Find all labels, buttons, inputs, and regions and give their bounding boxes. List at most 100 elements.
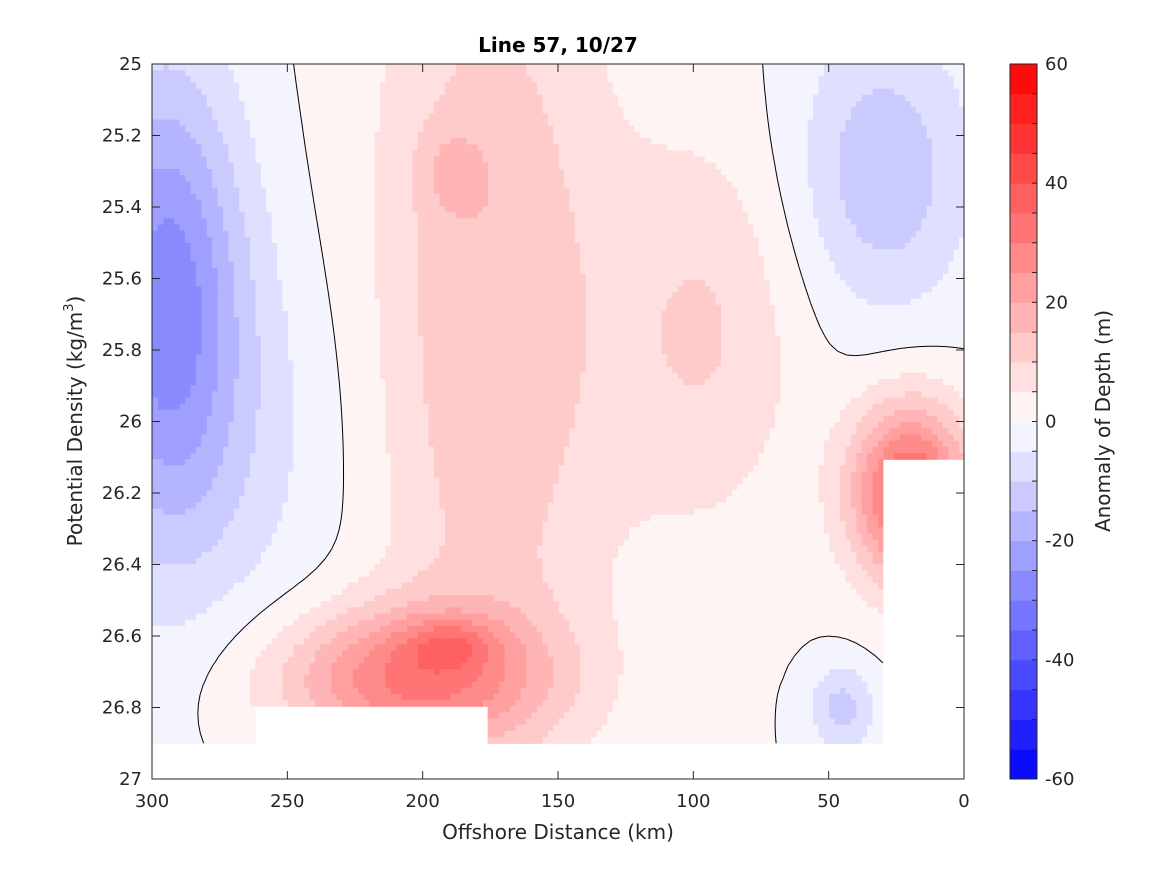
contour-cell: [547, 187, 554, 195]
contour-cell: [633, 224, 640, 232]
contour-cell: [281, 193, 288, 201]
contour-cell: [254, 181, 261, 189]
contour-cell: [173, 107, 180, 114]
contour-cell: [244, 131, 251, 139]
contour-cell: [308, 76, 315, 84]
contour-cell: [184, 212, 191, 219]
contour-cell: [493, 88, 500, 96]
contour-cell: [395, 162, 402, 170]
contour-cell: [465, 255, 472, 263]
contour-cell: [428, 193, 435, 201]
contour-cell: [790, 82, 797, 90]
contour-cell: [444, 243, 451, 250]
contour-cell: [189, 150, 196, 158]
contour-cell: [357, 261, 364, 269]
contour-cell: [617, 236, 624, 244]
contour-cell: [779, 255, 786, 263]
contour-cell: [796, 187, 803, 195]
contour-cell: [758, 199, 765, 207]
contour-cell: [211, 76, 218, 84]
contour-cell: [271, 168, 278, 176]
contour-cell: [763, 181, 770, 189]
contour-cell: [747, 144, 754, 152]
contour-cell: [390, 243, 397, 250]
contour-cell: [449, 162, 456, 170]
contour-cell: [455, 175, 462, 182]
contour-cell: [184, 187, 191, 195]
contour-cell: [357, 255, 364, 263]
contour-cell: [471, 187, 478, 195]
contour-cell: [704, 218, 711, 226]
contour-cell: [189, 168, 196, 176]
contour-cell: [720, 224, 727, 232]
contour-cell: [455, 76, 462, 84]
contour-cell: [709, 144, 716, 152]
contour-cell: [438, 255, 445, 263]
contour-cell: [438, 76, 445, 84]
contour-cell: [698, 82, 705, 90]
contour-cell: [790, 76, 797, 84]
contour-cell: [563, 236, 570, 244]
contour-cell: [882, 156, 889, 164]
contour-cell: [428, 175, 435, 182]
contour-cell: [904, 218, 911, 226]
contour-cell: [525, 101, 532, 108]
contour-cell: [460, 212, 467, 219]
contour-cell: [736, 119, 743, 127]
contour-cell: [763, 206, 770, 213]
contour-cell: [628, 138, 635, 145]
contour-cell: [411, 144, 418, 152]
contour-cell: [444, 181, 451, 189]
contour-cell: [281, 88, 288, 96]
contour-cell: [736, 212, 743, 219]
contour-cell: [346, 138, 353, 145]
contour-cell: [790, 64, 797, 71]
contour-cell: [417, 206, 424, 213]
contour-cell: [866, 212, 873, 219]
contour-cell: [834, 82, 841, 90]
contour-cell: [384, 187, 391, 195]
contour-cell: [363, 168, 370, 176]
contour-cell: [877, 193, 884, 201]
contour-cell: [265, 212, 272, 219]
contour-cell: [736, 107, 743, 114]
contour-cell: [487, 175, 494, 182]
contour-cell: [882, 199, 889, 207]
contour-cell: [206, 156, 213, 164]
contour-cell: [893, 162, 900, 170]
contour-cell: [736, 249, 743, 257]
contour-cell: [736, 76, 743, 84]
contour-cell: [861, 224, 868, 232]
contour-cell: [947, 243, 954, 250]
contour-cell: [552, 206, 559, 213]
contour-cell: [276, 94, 283, 102]
contour-cell: [677, 138, 684, 145]
contour-cell: [417, 150, 424, 158]
contour-cell: [460, 224, 467, 232]
contour-cell: [276, 181, 283, 189]
contour-cell: [644, 181, 651, 189]
contour-cell: [871, 76, 878, 84]
contour-cell: [763, 218, 770, 226]
contour-cell: [249, 107, 256, 114]
contour-cell: [363, 181, 370, 189]
contour-cell: [379, 107, 386, 114]
contour-cell: [947, 82, 954, 90]
contour-cell: [314, 249, 321, 257]
contour-cell: [639, 82, 646, 90]
contour-cell: [525, 162, 532, 170]
contour-cell: [601, 181, 608, 189]
contour-cell: [233, 76, 240, 84]
contour-cell: [471, 138, 478, 145]
contour-cell: [222, 101, 229, 108]
contour-cell: [812, 249, 819, 257]
contour-cell: [530, 230, 537, 238]
contour-cell: [844, 168, 851, 176]
contour-cell: [861, 131, 868, 139]
contour-cell: [677, 199, 684, 207]
contour-cell: [379, 236, 386, 244]
contour-cell: [189, 206, 196, 213]
contour-cell: [590, 150, 597, 158]
contour-cell: [281, 125, 288, 133]
contour-cell: [817, 267, 824, 275]
